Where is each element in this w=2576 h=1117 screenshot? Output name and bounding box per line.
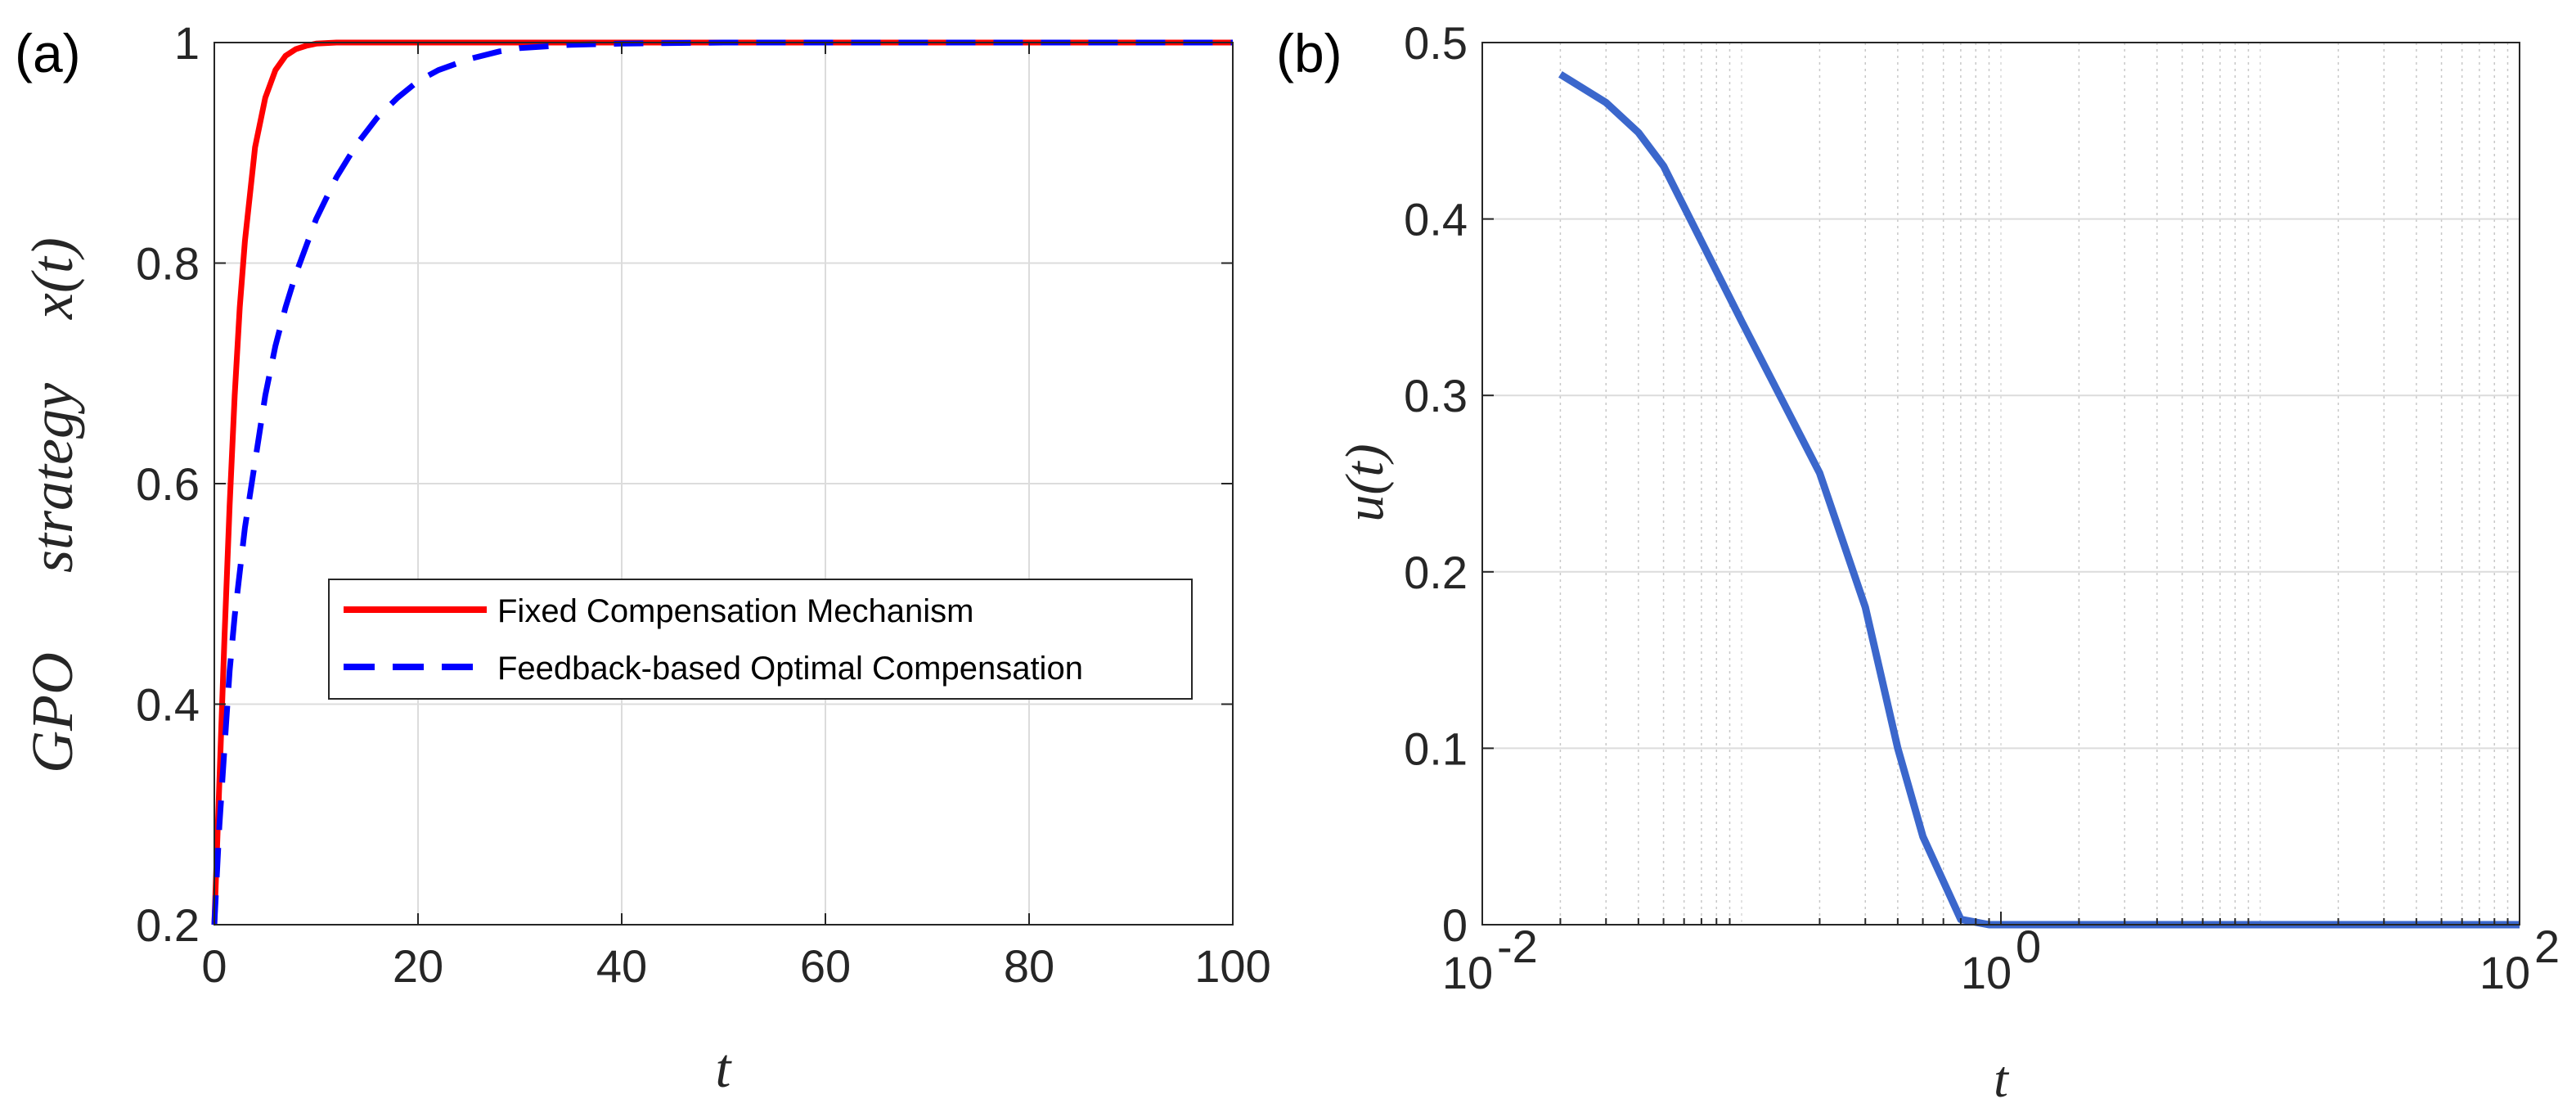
- x-tick-exponent: 2: [2534, 921, 2560, 972]
- panel-a-label: (a): [15, 23, 81, 83]
- y-tick-label: 0.5: [1404, 17, 1468, 69]
- x-tick-label: 60: [800, 940, 851, 992]
- y-tick-label: 0: [1442, 899, 1468, 951]
- x-tick-label: 10: [1961, 947, 2012, 998]
- panel-a-x-label: t: [716, 1037, 733, 1099]
- x-tick-label: 40: [596, 940, 647, 992]
- x-tick-label: 100: [1194, 940, 1270, 992]
- y-tick-label: 1: [174, 17, 200, 69]
- legend-label-fixed: Fixed Compensation Mechanism: [497, 593, 973, 629]
- panel-a-y-label-strategy: strategy: [20, 383, 85, 573]
- x-tick-label: 20: [393, 940, 443, 992]
- legend-box: [328, 579, 1193, 700]
- x-tick-label: 10: [2479, 947, 2530, 998]
- y-tick-label: 0.2: [1404, 547, 1468, 598]
- series-feedback-optimal: [211, 39, 1233, 926]
- panel-a: (a) 0 20 40 60 80 100 0.2 0.4 0.6 0.8 1 t GPO stra…: [15, 17, 1271, 1099]
- panel-b-y-label: u(t): [1335, 444, 1395, 521]
- panel-a-y-label-gpo: GPO: [20, 652, 85, 773]
- y-tick-label: 0.2: [136, 899, 200, 951]
- panel-a-legend: Fixed Compensation Mechanism Feedback-ba…: [328, 579, 1193, 700]
- legend-label-feedback: Feedback-based Optimal Compensation: [497, 651, 1083, 687]
- y-tick-label: 0.6: [136, 458, 200, 510]
- panel-a-ticks: 0 20 40 60 80 100 0.2 0.4 0.6 0.8 1: [136, 17, 1271, 992]
- x-tick-label: 10: [1442, 947, 1493, 998]
- panel-b-x-label: t: [1994, 1050, 2010, 1108]
- y-tick-label: 0.3: [1404, 370, 1468, 421]
- y-tick-label: 0.8: [136, 238, 200, 290]
- panel-b-label: (b): [1276, 23, 1342, 83]
- x-tick-exponent: -2: [1497, 921, 1538, 972]
- x-tick-exponent: 0: [2016, 921, 2041, 972]
- panel-a-y-label: GPO strategy x(t): [20, 237, 85, 773]
- y-tick-label: 0.4: [136, 679, 200, 731]
- x-tick-label: 80: [1004, 940, 1054, 992]
- x-tick-label: 0: [201, 940, 227, 992]
- y-tick-label: 0.1: [1404, 723, 1468, 774]
- y-tick-label: 0.4: [1404, 194, 1468, 245]
- panel-a-y-label-xt: x(t): [20, 237, 85, 320]
